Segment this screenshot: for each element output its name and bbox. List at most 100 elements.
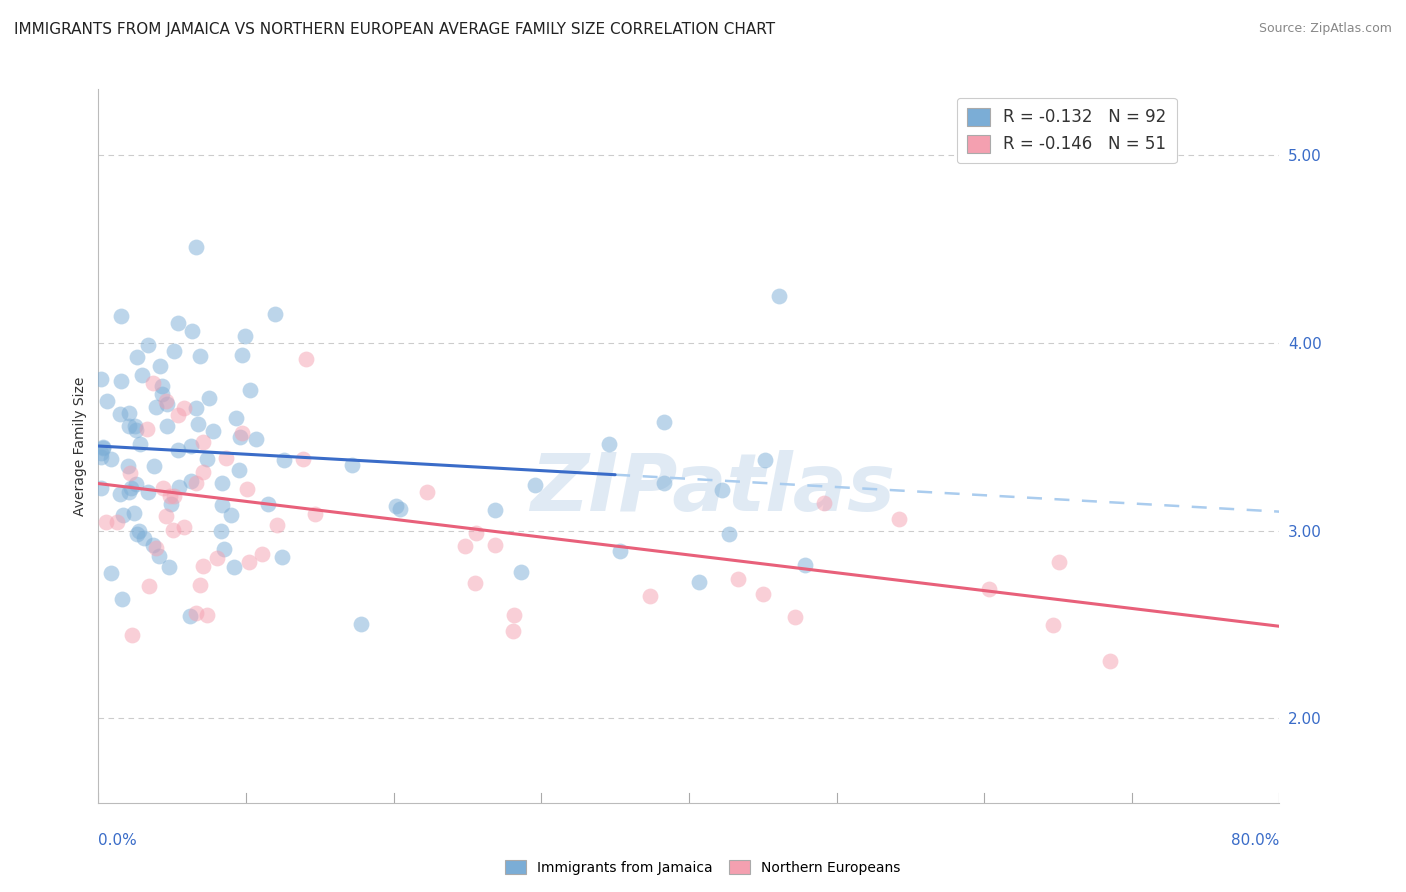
Point	[181, 324, 204, 338]
Point	[91, 442, 114, 456]
Point	[94, 515, 117, 529]
Point	[156, 397, 179, 411]
Y-axis label: Average Family Size: Average Family Size	[73, 376, 87, 516]
Point	[112, 508, 135, 523]
Point	[783, 610, 806, 624]
Point	[524, 477, 547, 491]
Point	[100, 452, 122, 467]
Point	[186, 401, 208, 416]
Point	[718, 526, 741, 541]
Text: 80.0%: 80.0%	[1232, 833, 1279, 848]
Point	[215, 450, 238, 465]
Point	[228, 463, 250, 477]
Point	[148, 359, 170, 373]
Point	[155, 508, 177, 523]
Point	[135, 421, 157, 435]
Point	[239, 383, 262, 397]
Point	[90, 372, 112, 386]
Legend: R = -0.132   N = 92, R = -0.146   N = 51: R = -0.132 N = 92, R = -0.146 N = 51	[956, 97, 1177, 163]
Point	[125, 423, 148, 437]
Point	[121, 628, 143, 642]
Point	[225, 411, 247, 425]
Point	[484, 503, 506, 517]
Point	[156, 419, 179, 434]
Point	[128, 524, 150, 538]
Point	[173, 401, 195, 415]
Point	[484, 538, 506, 552]
Point	[256, 497, 278, 511]
Point	[138, 579, 160, 593]
Point	[768, 288, 790, 302]
Point	[167, 316, 190, 330]
Point	[304, 507, 326, 521]
Point	[238, 555, 260, 569]
Point	[207, 551, 229, 566]
Point	[250, 547, 273, 561]
Point	[145, 400, 167, 414]
Point	[110, 374, 132, 388]
Point	[155, 393, 177, 408]
Point	[145, 541, 167, 555]
Text: ZIPatlas: ZIPatlas	[530, 450, 896, 528]
Point	[110, 407, 132, 421]
Point	[142, 376, 165, 390]
Point	[125, 526, 148, 541]
Point	[727, 572, 749, 586]
Point	[415, 484, 437, 499]
Point	[212, 541, 235, 556]
Point	[150, 387, 173, 401]
Point	[163, 489, 186, 503]
Point	[160, 497, 183, 511]
Point	[710, 483, 733, 498]
Point	[219, 508, 242, 522]
Point	[118, 484, 141, 499]
Point	[188, 349, 211, 363]
Point	[754, 453, 776, 467]
Point	[148, 549, 170, 564]
Point	[509, 565, 531, 579]
Point	[295, 351, 318, 366]
Point	[187, 417, 209, 431]
Legend: Immigrants from Jamaica, Northern Europeans: Immigrants from Jamaica, Northern Europe…	[499, 855, 907, 880]
Point	[167, 442, 190, 457]
Point	[813, 496, 835, 510]
Point	[184, 606, 207, 620]
Point	[100, 566, 122, 580]
Point	[108, 487, 131, 501]
Point	[977, 582, 1000, 596]
Point	[349, 617, 371, 632]
Point	[128, 437, 150, 451]
Point	[752, 587, 775, 601]
Text: Source: ZipAtlas.com: Source: ZipAtlas.com	[1258, 22, 1392, 36]
Point	[117, 459, 139, 474]
Point	[143, 459, 166, 474]
Point	[503, 607, 526, 622]
Point	[120, 466, 142, 480]
Point	[1047, 555, 1070, 569]
Point	[638, 590, 661, 604]
Point	[465, 526, 488, 541]
Point	[93, 440, 115, 454]
Point	[173, 520, 195, 534]
Point	[202, 424, 225, 438]
Point	[236, 483, 259, 497]
Point	[266, 517, 288, 532]
Point	[652, 416, 675, 430]
Point	[609, 544, 631, 558]
Point	[233, 328, 256, 343]
Point	[211, 498, 233, 512]
Point	[195, 452, 218, 467]
Point	[110, 309, 132, 323]
Point	[90, 481, 112, 495]
Point	[162, 523, 184, 537]
Point	[273, 453, 295, 467]
Point	[688, 575, 710, 590]
Point	[464, 576, 486, 591]
Point	[122, 506, 145, 520]
Point	[110, 591, 132, 606]
Point	[124, 419, 146, 434]
Point	[193, 434, 215, 449]
Point	[385, 499, 408, 513]
Point	[180, 474, 202, 488]
Point	[159, 489, 181, 503]
